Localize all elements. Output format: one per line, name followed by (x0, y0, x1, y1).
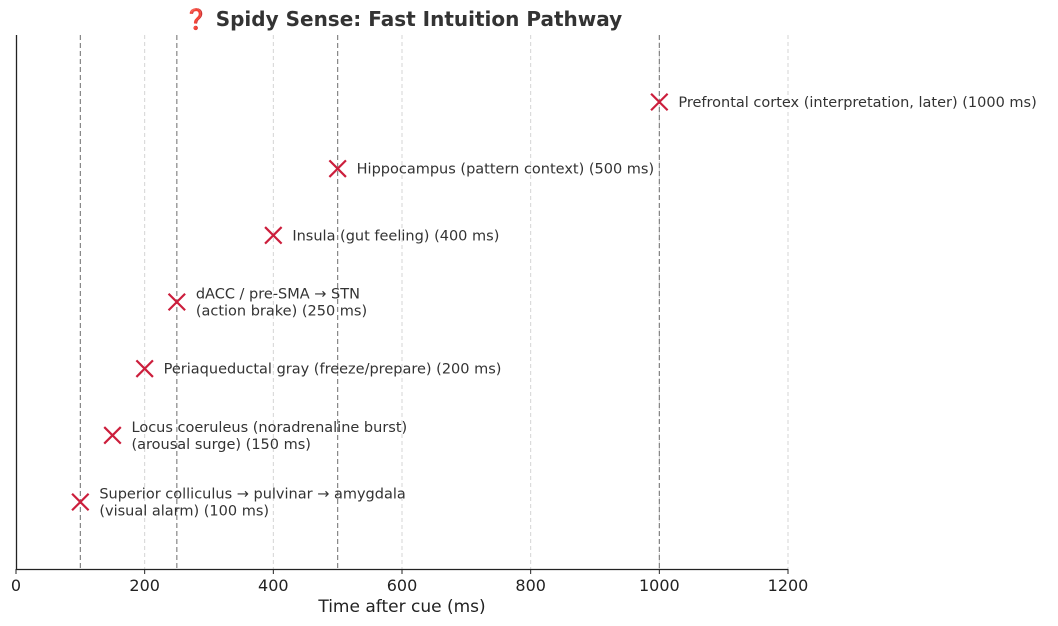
data-point-marker (328, 159, 347, 178)
data-label-line: Superior colliculus → pulvinar → amygdal… (99, 487, 405, 503)
data-label-line: Periaqueductal gray (freeze/prepare) (20… (164, 362, 502, 378)
x-axis-label: Time after cue (ms) (317, 597, 485, 617)
data-point-marker (167, 292, 186, 312)
data-label: Locus coeruleus (noradrenaline burst) (ar… (132, 420, 408, 453)
data-label-line: (action brake) (250 ms) (196, 304, 367, 320)
x-tick-label: 800 (515, 576, 546, 595)
x-tick-label: 400 (258, 576, 289, 595)
data-label: Insula (gut feeling) (400 ms) (292, 228, 499, 244)
data-label-line: Locus coeruleus (noradrenaline burst) (132, 420, 408, 436)
data-labels: Superior colliculus → pulvinar → amygdal… (99, 95, 1036, 520)
data-point-marker (135, 359, 154, 378)
x-tick-label: 1200 (768, 576, 809, 595)
x-ticks: 0 200 400 600 800 1000 1200 (11, 569, 808, 595)
x-tick-label: 0 (11, 576, 21, 595)
data-label: Hippocampus (pattern context) (500 ms) (357, 162, 654, 178)
data-label-line: (arousal surge) (150 ms) (132, 437, 311, 453)
chart-title: ❓ Spidy Sense: Fast Intuition Pathway (184, 7, 622, 31)
data-label: Prefrontal cortex (interpretation, later… (678, 95, 1036, 111)
x-tick-label: 200 (129, 576, 160, 595)
x-tick-label: 600 (387, 576, 418, 595)
data-label-line: Hippocampus (pattern context) (500 ms) (357, 162, 654, 178)
x-tick-label: 1000 (639, 576, 680, 595)
data-point-marker (264, 226, 283, 245)
data-label: Periaqueductal gray (freeze/prepare) (20… (164, 362, 502, 378)
data-label-line: (visual alarm) (100 ms) (99, 504, 269, 520)
data-label: Superior colliculus → pulvinar → amygdal… (99, 487, 405, 520)
data-point-marker (71, 492, 90, 512)
data-label-line: dACC / pre-SMA → STN (196, 287, 360, 303)
data-label-line: Insula (gut feeling) (400 ms) (292, 228, 499, 244)
data-point-marker (650, 92, 669, 112)
data-point-marker (103, 426, 122, 445)
data-label: dACC / pre-SMA → STN (action brake) (250 … (196, 287, 367, 320)
data-points (71, 92, 669, 512)
data-label-line: Prefrontal cortex (interpretation, later… (678, 95, 1036, 111)
